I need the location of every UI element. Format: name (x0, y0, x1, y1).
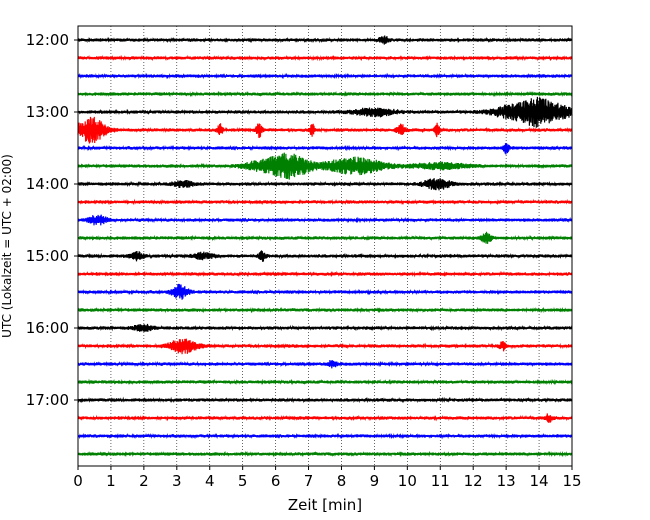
x-tick-label: 3 (172, 472, 182, 490)
y-tick-label: 15:00 (26, 247, 69, 265)
trace-row-1315 (77, 116, 573, 144)
y-tick-label: 16:00 (26, 319, 69, 337)
y-axis-ticks: 12:00 13:00 14:00 15:00 16:00 17:00 (26, 31, 78, 409)
trace-row-1500 (77, 250, 573, 262)
trace-row-1545 (77, 306, 573, 314)
x-tick-label: 10 (398, 472, 417, 490)
trace-row-1345 (77, 152, 573, 180)
y-tick-label: 12:00 (26, 31, 69, 49)
x-tick-label: 11 (431, 472, 450, 490)
x-tick-label: 12 (464, 472, 483, 490)
trace-row-1630 (77, 359, 573, 369)
x-tick-label: 5 (238, 472, 248, 490)
y-tick-label: 17:00 (26, 391, 69, 409)
trace-row-1700 (77, 396, 573, 404)
trace-row-1615 (77, 338, 573, 355)
x-tick-label: 1 (106, 472, 116, 490)
trace-row-1715 (77, 413, 573, 423)
x-tick-label: 2 (139, 472, 149, 490)
x-axis-label: Zeit [min] (288, 496, 362, 514)
trace-row-1430 (77, 214, 573, 226)
x-tick-label: 9 (370, 472, 380, 490)
trace-row-1400 (77, 178, 573, 191)
trace-row-1330 (77, 143, 573, 155)
x-axis-ticks: 0 1 2 3 4 5 6 7 8 9 10 11 12 13 14 15 (73, 466, 582, 490)
trace-row-1600 (77, 323, 573, 332)
trace-row-1730 (77, 432, 573, 440)
x-tick-label: 7 (304, 472, 314, 490)
trace-row-1215 (77, 54, 573, 62)
x-tick-label: 4 (205, 472, 215, 490)
x-tick-label: 15 (562, 472, 581, 490)
x-tick-label: 13 (497, 472, 516, 490)
x-tick-label: 0 (73, 472, 83, 490)
trace-row-1530 (77, 283, 573, 300)
trace-row-1245 (77, 90, 573, 98)
y-axis-label: UTC (Lokalzeit = UTC + 02:00) (0, 154, 14, 338)
seismic-traces (77, 35, 573, 458)
trace-row-1515 (77, 270, 573, 278)
trace-row-1200 (77, 35, 573, 45)
x-tick-label: 8 (337, 472, 347, 490)
trace-row-1445 (77, 231, 573, 244)
minute-gridlines (110, 26, 540, 466)
trace-row-1745 (77, 450, 573, 458)
x-tick-label: 6 (271, 472, 281, 490)
x-tick-label: 14 (530, 472, 549, 490)
y-tick-label: 14:00 (26, 175, 69, 193)
y-tick-label: 13:00 (26, 103, 69, 121)
trace-row-1230 (77, 72, 573, 80)
trace-row-1645 (77, 378, 573, 386)
plot-frame (77, 25, 573, 467)
trace-row-1300 (77, 96, 573, 128)
trace-row-1415 (77, 198, 573, 206)
